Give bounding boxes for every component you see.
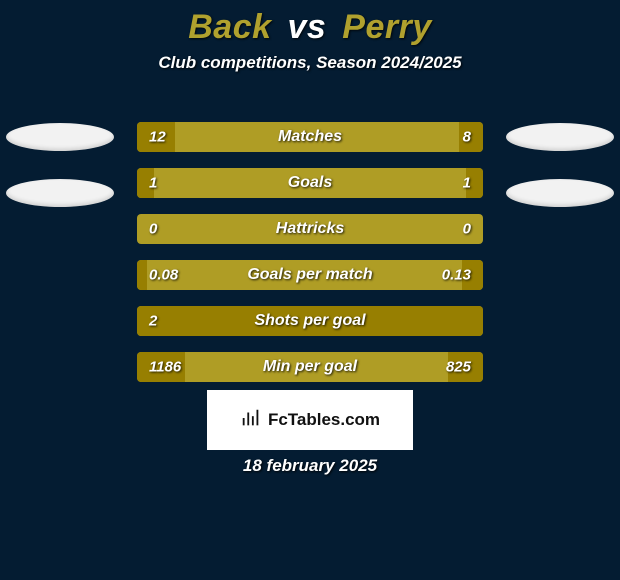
player-chip [6,123,114,151]
title-vs: vs [287,8,326,46]
stat-right-value: 0.13 [442,267,471,284]
stat-bar: 1 1 Goals [137,168,483,198]
stat-left-value: 0.08 [149,267,178,284]
stat-bar-left-fill [137,260,147,290]
comparison-bars: 12 8 Matches 1 1 Goals 0 0 Hattricks 0.08 0.13 Goal… [137,122,483,382]
page-title: Back vs Perry [0,0,620,47]
stat-label: Matches [278,128,342,146]
stat-left-value: 0 [149,221,157,238]
stat-left-value: 12 [149,129,166,146]
stat-bar: 0.08 0.13 Goals per match [137,260,483,290]
player1-name: Back [188,8,271,46]
stat-bar: 0 0 Hattricks [137,214,483,244]
stat-left-value: 1 [149,175,157,192]
stat-label: Hattricks [276,220,344,238]
stat-bar: 12 8 Matches [137,122,483,152]
stat-left-value: 2 [149,313,157,330]
right-chip-column [506,123,614,207]
stat-label: Shots per goal [254,312,365,330]
stat-right-value: 1 [463,175,471,192]
stat-label: Min per goal [263,358,357,376]
player-chip [506,179,614,207]
stat-bar: 2 Shots per goal [137,306,483,336]
player-chip [506,123,614,151]
stat-bar: 1186 825 Min per goal [137,352,483,382]
player2-name: Perry [342,8,431,46]
left-chip-column [6,123,114,207]
stat-label: Goals [288,174,332,192]
stat-right-value: 0 [463,221,471,238]
player-chip [6,179,114,207]
stat-label: Goals per match [247,266,372,284]
bar-chart-icon [240,407,262,434]
brand-text: FcTables.com [268,410,380,430]
date-label: 18 february 2025 [243,456,377,476]
subtitle: Club competitions, Season 2024/2025 [0,53,620,73]
brand-badge: FcTables.com [207,390,413,450]
stat-right-value: 825 [446,359,471,376]
stat-right-value: 8 [463,129,471,146]
stat-left-value: 1186 [149,359,181,376]
